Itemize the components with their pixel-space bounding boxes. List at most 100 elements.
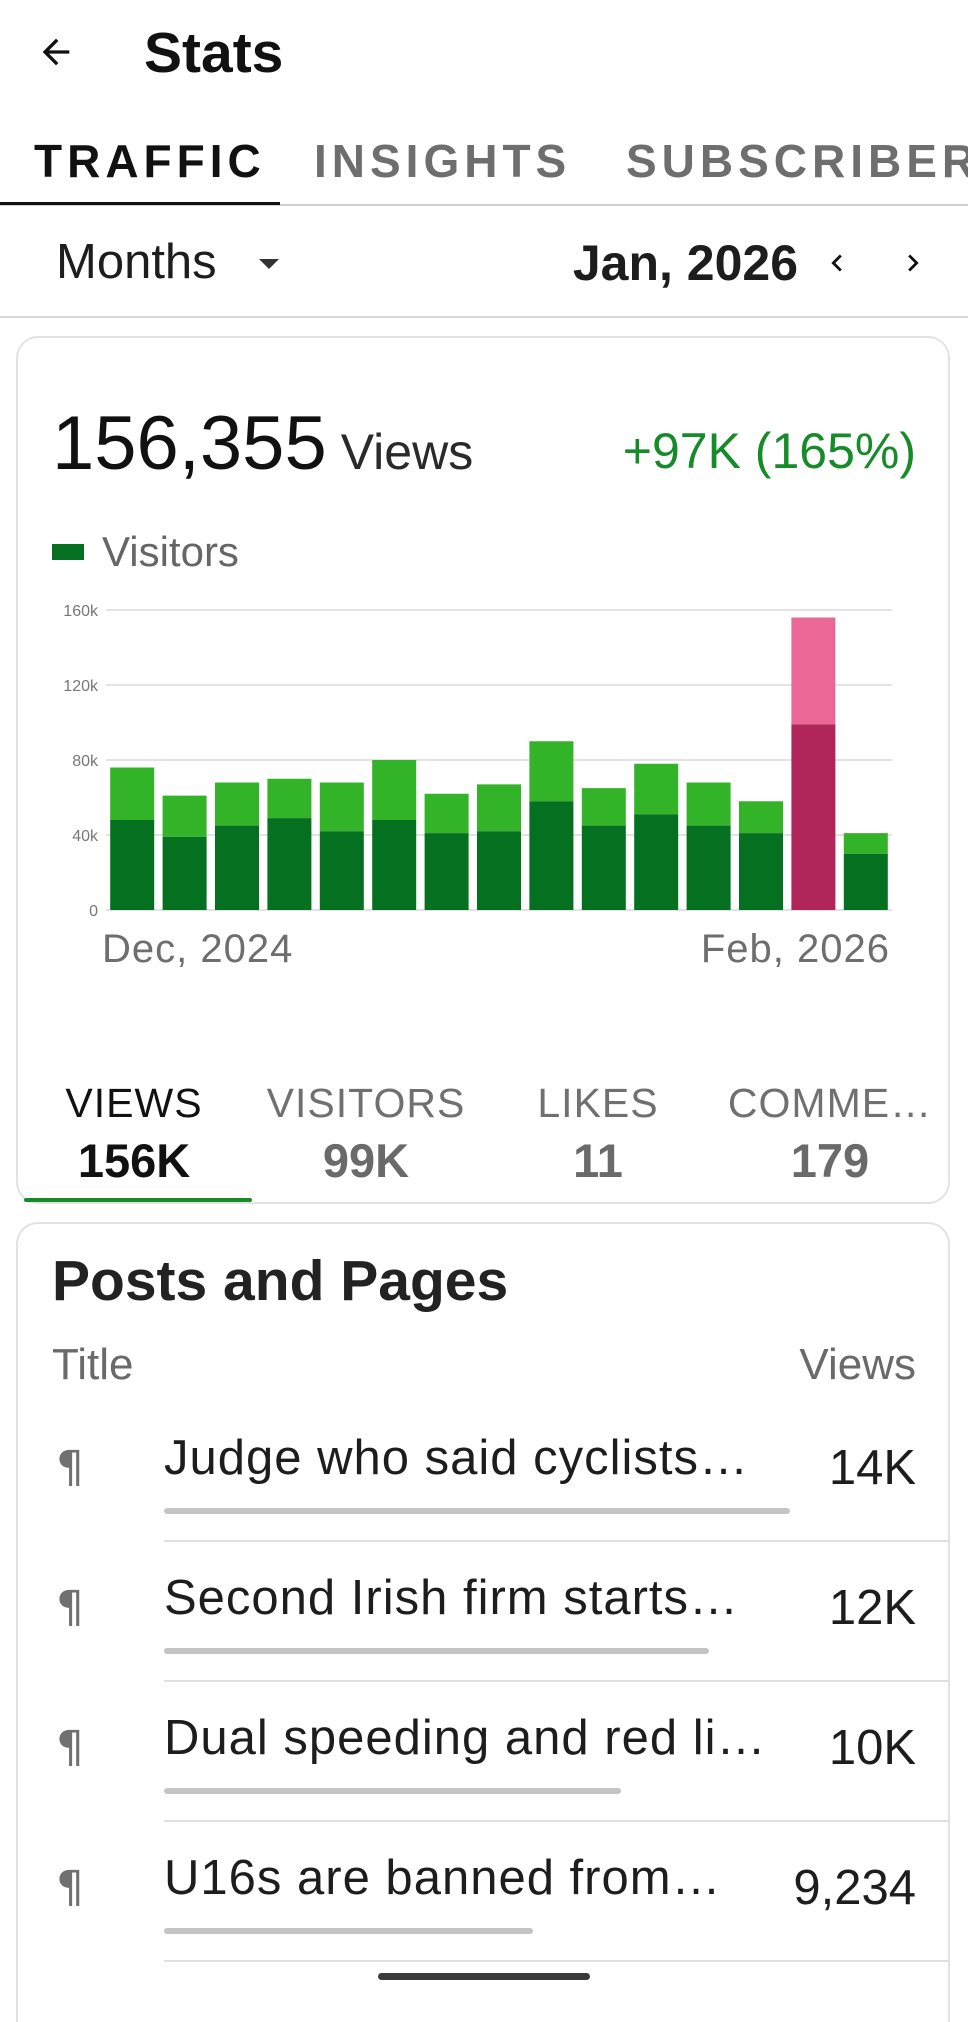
post-views: 12K: [828, 1581, 916, 1635]
x-axis-start-label: Dec, 2024: [102, 927, 293, 971]
bar-visitors-segment: [529, 801, 574, 910]
posts-section-title: Posts and Pages: [52, 1249, 509, 1313]
period-dropdown[interactable]: Months: [56, 234, 279, 290]
chart-bar-jan-2025[interactable]: [162, 795, 207, 910]
back-arrow-icon[interactable]: [30, 26, 82, 78]
chart-bar-dec-2025[interactable]: [739, 801, 783, 910]
bar-visitors-segment: [581, 825, 626, 910]
x-axis-end-label: Feb, 2026: [701, 927, 890, 971]
row-divider: [164, 1680, 948, 1682]
post-views-bar: [164, 1928, 533, 1934]
bar-visitors-segment: [162, 836, 207, 910]
metric-label-visitors: VISITORS: [266, 1080, 466, 1126]
column-header-title: Title: [52, 1340, 134, 1389]
views-bar-chart[interactable]: 0 40k 80k 120k 160k Dec, 2024 Feb, 2026: [18, 588, 948, 1028]
chart-bar-oct-2025[interactable]: [634, 763, 679, 910]
bar-visitors-segment: [110, 820, 155, 910]
posts-and-pages-card: Posts and Pages Title Views ¶ Judge who …: [16, 1222, 950, 2022]
bar-views-segment: [581, 788, 626, 826]
post-title: U16s are banned from…: [164, 1851, 722, 1905]
chart-bar-dec-2024[interactable]: [110, 767, 155, 911]
bar-visitors-segment: [686, 825, 731, 910]
paragraph-icon: ¶: [56, 1862, 84, 1913]
chevron-right-icon[interactable]: [888, 236, 938, 290]
bar-visitors-segment: [267, 818, 312, 910]
paragraph-icon: ¶: [56, 1722, 84, 1773]
column-header-views: Views: [799, 1340, 916, 1389]
metric-label-comments: COMME…: [727, 1080, 933, 1126]
row-divider: [164, 1540, 948, 1542]
post-row[interactable]: ¶ Dual speeding and red li… 10K: [18, 1682, 948, 1822]
chart-bar-jan-2026[interactable]: [791, 617, 836, 911]
bar-views-segment: [162, 795, 207, 837]
paragraph-icon: ¶: [56, 1582, 84, 1633]
post-row[interactable]: ¶ Second Irish firm starts… 12K: [18, 1542, 948, 1682]
post-views-bar: [164, 1788, 621, 1794]
bar-views-segment: [686, 782, 731, 826]
legend-swatch-visitors: [52, 544, 84, 560]
chart-bar-jun-2025[interactable]: [424, 793, 469, 910]
bar-views-segment: [634, 763, 679, 815]
tab-subscribers[interactable]: SUBSCRIBERS: [626, 135, 968, 187]
row-divider: [164, 1960, 948, 1962]
metric-label-likes: LIKES: [537, 1080, 659, 1126]
post-views-bar: [164, 1508, 790, 1514]
metric-tab-visitors[interactable]: VISITORS 99K: [250, 1058, 482, 1204]
legend-label-visitors: Visitors: [102, 528, 239, 575]
chart-bar-feb-2025[interactable]: [215, 782, 259, 911]
bar-visitors-segment: [477, 831, 521, 910]
bar-views-segment: [110, 767, 155, 820]
metric-tab-likes[interactable]: LIKES 11: [482, 1058, 714, 1204]
period-selector-row: Months Jan, 2026: [0, 206, 968, 318]
chart-bar-jul-2025[interactable]: [477, 784, 521, 910]
active-tab-indicator: [0, 202, 280, 205]
metric-value-likes: 11: [573, 1134, 623, 1187]
bar-views-segment: [477, 784, 521, 832]
bar-visitors-segment: [215, 825, 259, 910]
bar-views-segment: [372, 760, 417, 820]
dropdown-caret-icon: [258, 259, 279, 269]
bar-visitors-segment: [634, 814, 679, 910]
bar-views-segment: [791, 617, 836, 725]
chart-legend: Visitors: [52, 528, 239, 576]
tab-insights[interactable]: INSIGHTS: [314, 135, 572, 187]
metric-tab-comments[interactable]: COMME… 179: [714, 1058, 946, 1204]
bar-views-segment: [529, 741, 574, 802]
chart-bar-feb-2026[interactable]: [843, 833, 888, 910]
bar-visitors-segment: [843, 853, 888, 910]
tab-traffic[interactable]: TRAFFIC: [34, 135, 266, 187]
row-divider: [164, 1820, 948, 1822]
metric-value-visitors: 99K: [322, 1134, 410, 1187]
period-dropdown-label: Months: [56, 235, 217, 289]
post-title: Dual speeding and red li…: [164, 1711, 767, 1765]
post-row[interactable]: ¶ U16s are banned from… 9,234: [18, 1822, 948, 1962]
y-tick-label: 80k: [72, 753, 99, 770]
views-total-number: 156,355: [52, 401, 327, 486]
chart-bar-sep-2025[interactable]: [581, 788, 626, 910]
post-views-bar: [164, 1648, 709, 1654]
page-title: Stats: [144, 21, 284, 85]
chart-bar-aug-2025[interactable]: [529, 741, 574, 910]
metric-value-comments: 179: [790, 1134, 870, 1187]
bar-visitors-segment: [372, 820, 417, 910]
bar-visitors-segment: [424, 833, 469, 910]
bar-visitors-segment: [791, 724, 836, 910]
views-change-indicator: +97K (165%): [622, 423, 916, 479]
gesture-home-indicator[interactable]: [378, 1973, 590, 1980]
chart-bar-mar-2025[interactable]: [267, 778, 312, 910]
chart-bar-nov-2025[interactable]: [686, 782, 731, 911]
chart-bar-apr-2025[interactable]: [319, 782, 364, 911]
post-views: 10K: [828, 1721, 916, 1775]
bar-visitors-segment: [319, 831, 364, 910]
chart-bar-may-2025[interactable]: [372, 760, 417, 910]
bar-views-segment: [739, 801, 783, 834]
y-tick-label: 40k: [72, 828, 99, 845]
metric-tabs: VIEWS 156K VISITORS 99K LIKES 11 COMME… …: [18, 1058, 948, 1204]
bar-visitors-segment: [739, 833, 783, 910]
paragraph-icon: ¶: [56, 1442, 84, 1493]
post-row[interactable]: ¶ Judge who said cyclists… 14K: [18, 1402, 948, 1542]
metric-value-views: 156K: [77, 1134, 191, 1187]
chevron-left-icon[interactable]: [812, 236, 862, 290]
metric-tab-views[interactable]: VIEWS 156K: [18, 1058, 250, 1204]
post-views: 9,234: [793, 1861, 916, 1915]
